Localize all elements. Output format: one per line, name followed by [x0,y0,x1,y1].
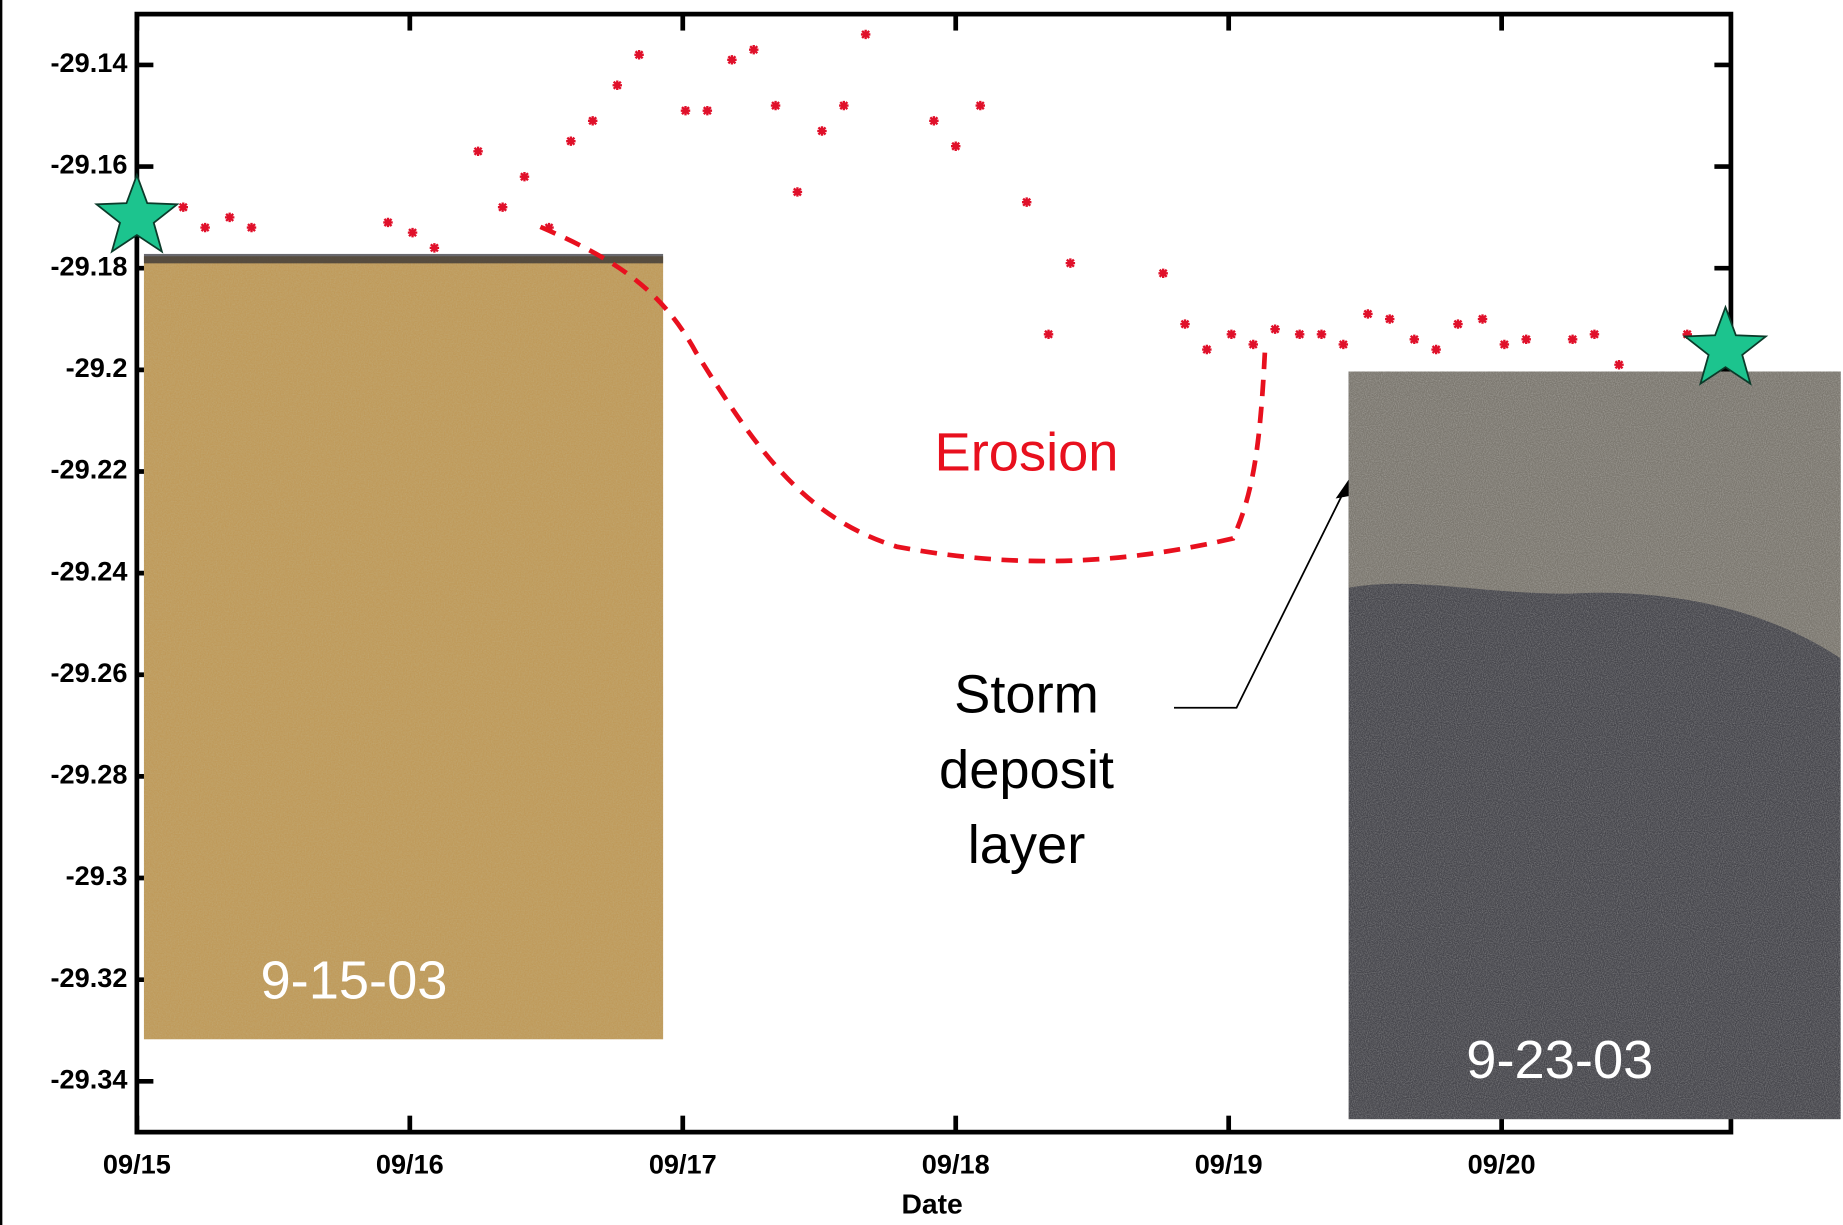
storm-annotation: Storm deposit layer [939,665,1114,875]
data-point [1500,340,1509,349]
data-point [566,136,575,145]
data-point [1453,319,1462,328]
page: {"chart_data": { "type": "scatter", "x_l… [0,0,1843,1225]
data-point [929,116,938,125]
data-point [681,106,690,115]
data-point [771,101,780,110]
data-point [1478,314,1487,323]
data-point [1202,345,1211,354]
x-tick-label: 09/16 [376,1148,444,1179]
y-tick-label: -29.3 [66,860,128,891]
data-point [473,147,482,156]
data-point [430,243,439,252]
data-point [1363,309,1372,318]
data-point [703,106,712,115]
photo-before: 9-15-03 [144,254,663,1039]
data-point [225,213,234,222]
data-point [1339,340,1348,349]
x-tick-label: 09/18 [922,1148,990,1179]
data-point [1614,360,1623,369]
x-tick-label: 09/15 [103,1148,171,1179]
photo-top-edge [144,254,663,263]
data-point [613,81,622,90]
x-tick-label: 09/20 [1468,1148,1536,1179]
data-point [1227,330,1236,339]
data-point [793,187,802,196]
y-tick-label: -29.22 [51,454,128,485]
y-tick-label: -29.32 [51,962,128,993]
data-point [839,101,848,110]
data-point [1317,330,1326,339]
y-tick-label: -29.28 [51,759,128,790]
data-point [749,45,758,54]
y-tick-label: -29.26 [51,657,128,688]
data-point [727,55,736,64]
photo-label: 9-23-03 [1466,1030,1653,1090]
y-tick-label: -29.18 [51,250,128,281]
data-point [247,223,256,232]
chart: 9-15-03 9-23-03 Erosion Storm deposit laye… [0,0,1843,1225]
data-point [520,172,529,181]
data-point [1180,319,1189,328]
data-point [200,223,209,232]
y-tick-label: -29.2 [66,352,128,383]
callout-arrowhead [1336,480,1349,499]
data-point [1270,324,1279,333]
data-point [1066,258,1075,267]
data-point [383,218,392,227]
erosion-label: Erosion [935,423,1119,483]
data-point [634,50,643,59]
data-point [1295,330,1304,339]
data-point [861,30,870,39]
data-point [179,203,188,212]
callout-line [1174,489,1345,708]
photo-label: 9-15-03 [260,950,447,1010]
data-point [1431,345,1440,354]
data-point [408,228,417,237]
storm-label: layer [968,815,1086,875]
data-point [1158,269,1167,278]
photo-texture [1349,371,1841,1119]
data-point [1044,330,1053,339]
data-point [951,142,960,151]
data-point [1022,197,1031,206]
y-tick-label: -29.16 [51,149,128,180]
data-point [588,116,597,125]
storm-label: deposit [939,740,1114,800]
data-point [1590,330,1599,339]
data-point [1410,335,1419,344]
photo-texture [144,256,663,1039]
data-point [817,126,826,135]
x-axis-label: Date [901,1188,962,1220]
data-point [1249,340,1258,349]
data-point [1521,335,1530,344]
y-tick-label: -29.34 [51,1063,128,1094]
data-point [498,203,507,212]
x-tick-label: 09/17 [649,1148,717,1179]
y-tick-label: -29.14 [51,47,128,78]
photo-after: 9-23-03 [1349,371,1841,1119]
data-point [1568,335,1577,344]
y-tick-label: -29.24 [51,555,128,586]
x-tick-label: 09/19 [1195,1148,1263,1179]
data-point [1385,314,1394,323]
data-point [976,101,985,110]
storm-label: Storm [954,665,1099,725]
